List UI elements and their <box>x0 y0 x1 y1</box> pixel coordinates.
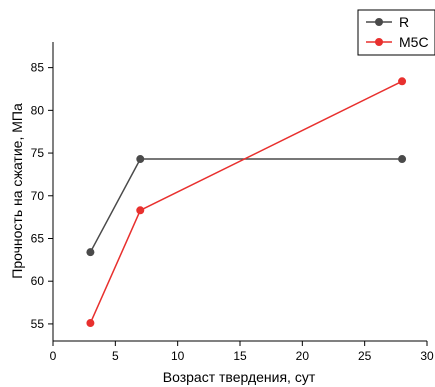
x-tick-label: 15 <box>233 349 247 363</box>
data-point-m5c <box>398 77 407 86</box>
x-tick-label: 10 <box>171 349 185 363</box>
y-tick-label: 55 <box>31 317 45 331</box>
y-axis-title: Прочность на сжатие, МПа <box>9 103 25 279</box>
x-axis-title: Возраст твердения, сут <box>163 369 316 385</box>
data-point-m5c <box>136 206 145 215</box>
y-tick-label: 70 <box>31 189 45 203</box>
x-ticks: 0 5 10 15 20 25 30 <box>50 341 434 363</box>
y-tick-label: 75 <box>31 146 45 160</box>
legend-marker-r <box>375 18 383 26</box>
y-tick-label: 85 <box>31 61 45 75</box>
legend-label-r: R <box>399 14 409 30</box>
x-tick-label: 5 <box>112 349 119 363</box>
legend-marker-m5c <box>375 38 383 46</box>
legend: R M5C <box>357 9 435 56</box>
series-layer <box>86 77 407 328</box>
plot-area: 0 5 10 15 20 25 30 55 60 65 70 75 80 85 <box>31 42 434 363</box>
x-tick-label: 0 <box>50 349 57 363</box>
data-point-r <box>136 155 145 164</box>
x-tick-label: 25 <box>358 349 372 363</box>
legend-box <box>357 9 435 56</box>
x-tick-label: 30 <box>420 349 434 363</box>
y-ticks: 55 60 65 70 75 80 85 <box>31 61 53 331</box>
legend-label-m5c: M5C <box>399 34 429 50</box>
y-tick-label: 80 <box>31 103 45 117</box>
data-point-r <box>86 248 95 257</box>
data-point-r <box>398 155 407 164</box>
series-line-m5c <box>89 80 403 324</box>
series-line-r <box>89 158 403 253</box>
y-tick-label: 65 <box>31 231 45 245</box>
y-tick-label: 60 <box>31 274 45 288</box>
data-point-m5c <box>86 319 95 328</box>
x-tick-label: 20 <box>296 349 310 363</box>
